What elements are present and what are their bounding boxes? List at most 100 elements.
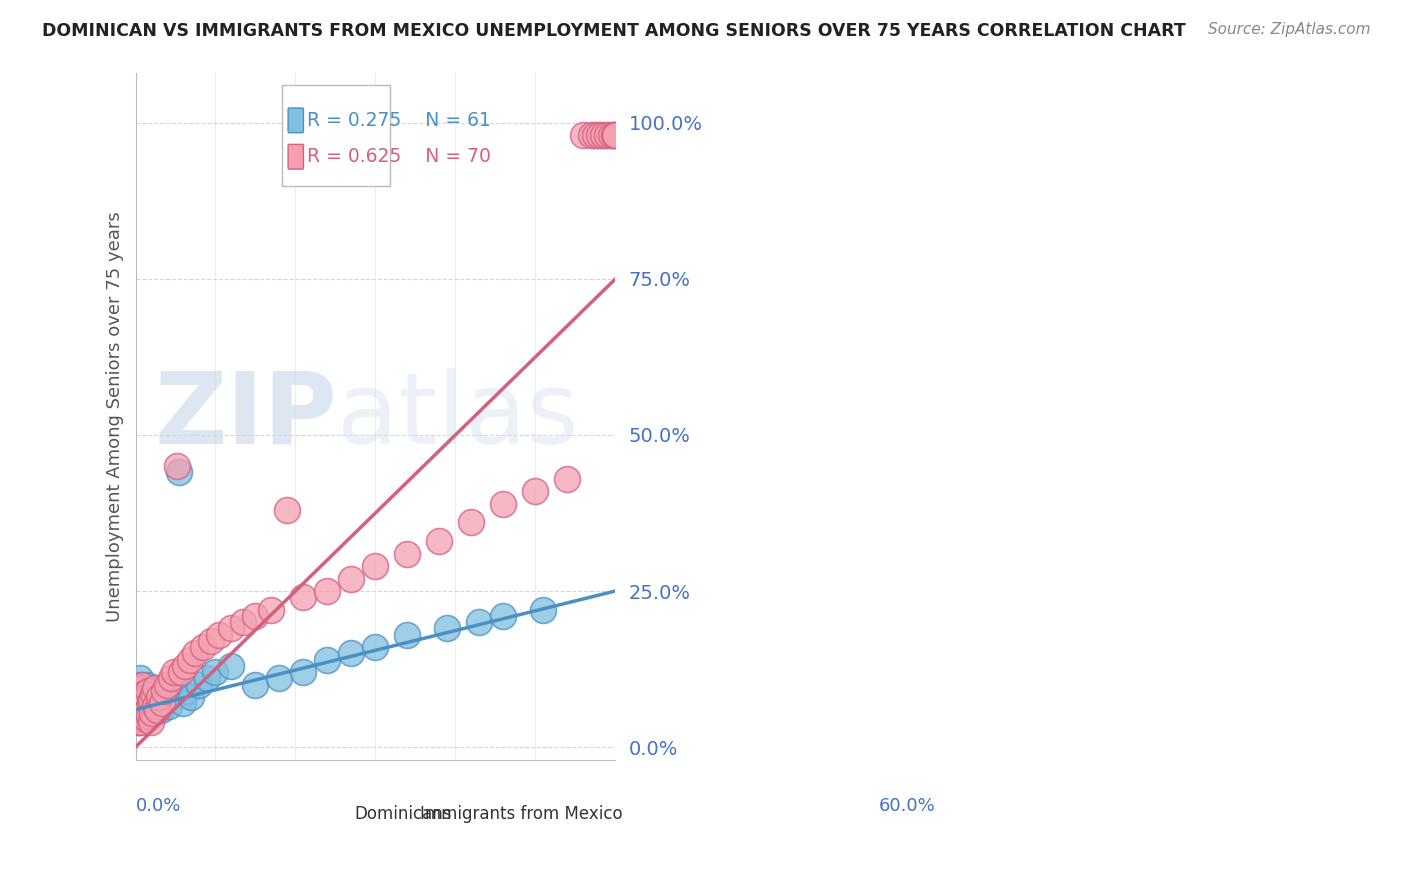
Point xyxy=(180,690,202,705)
Point xyxy=(245,609,267,624)
Text: DOMINICAN VS IMMIGRANTS FROM MEXICO UNEMPLOYMENT AMONG SENIORS OVER 75 YEARS COR: DOMINICAN VS IMMIGRANTS FROM MEXICO UNEM… xyxy=(42,22,1185,40)
Point xyxy=(396,547,419,561)
Point xyxy=(134,706,156,720)
Point xyxy=(292,665,315,680)
Point xyxy=(157,699,180,714)
Point xyxy=(492,497,515,511)
Point xyxy=(163,687,186,701)
Point xyxy=(129,712,152,726)
Point xyxy=(159,672,181,686)
Point xyxy=(163,665,186,680)
Point xyxy=(128,684,150,698)
Point xyxy=(260,603,283,617)
Point xyxy=(581,128,603,143)
Point xyxy=(135,712,157,726)
Point xyxy=(364,640,387,655)
Point xyxy=(127,690,149,705)
Point xyxy=(316,584,339,599)
Point xyxy=(145,681,167,695)
Point xyxy=(156,681,179,695)
Point xyxy=(131,709,153,723)
Point xyxy=(429,534,451,549)
Point xyxy=(460,516,482,530)
Point xyxy=(132,699,155,714)
Point xyxy=(134,693,156,707)
Point xyxy=(131,678,153,692)
Text: Source: ZipAtlas.com: Source: ZipAtlas.com xyxy=(1208,22,1371,37)
Point xyxy=(603,128,626,143)
Point xyxy=(197,672,219,686)
Point xyxy=(138,709,160,723)
Point xyxy=(128,684,150,698)
Point xyxy=(143,699,166,714)
Text: Immigrants from Mexico: Immigrants from Mexico xyxy=(419,805,623,823)
Point xyxy=(131,690,153,705)
Point xyxy=(193,640,215,655)
Point xyxy=(139,703,162,717)
Point xyxy=(136,690,159,705)
Point xyxy=(221,622,243,636)
Point xyxy=(557,472,579,486)
Point xyxy=(142,690,165,705)
Point xyxy=(127,678,149,692)
FancyBboxPatch shape xyxy=(288,145,304,169)
Point xyxy=(340,647,363,661)
Point xyxy=(145,699,167,714)
Point xyxy=(128,697,150,711)
Y-axis label: Unemployment Among Seniors over 75 years: Unemployment Among Seniors over 75 years xyxy=(107,211,124,622)
Point xyxy=(600,128,623,143)
Point xyxy=(127,709,149,723)
Point xyxy=(131,703,153,717)
Point xyxy=(127,715,149,730)
FancyBboxPatch shape xyxy=(340,805,353,825)
Point xyxy=(136,684,159,698)
Point xyxy=(148,687,170,701)
Point xyxy=(155,690,177,705)
Point xyxy=(131,703,153,717)
Point xyxy=(204,665,226,680)
Point xyxy=(129,681,152,695)
Point xyxy=(129,715,152,730)
Point xyxy=(492,609,515,624)
Point xyxy=(340,572,363,586)
Point xyxy=(135,703,157,717)
Text: Dominicans: Dominicans xyxy=(354,805,451,823)
Point xyxy=(188,678,211,692)
Point xyxy=(531,603,554,617)
Point xyxy=(160,678,183,692)
Point xyxy=(588,128,610,143)
Text: R = 0.625    N = 70: R = 0.625 N = 70 xyxy=(307,147,491,166)
Point xyxy=(139,684,162,698)
Point xyxy=(364,559,387,574)
Point xyxy=(127,697,149,711)
Point xyxy=(141,697,163,711)
Point xyxy=(146,703,169,717)
Point xyxy=(468,615,491,630)
Point xyxy=(200,634,222,648)
Point xyxy=(396,628,419,642)
Point xyxy=(572,128,595,143)
Point xyxy=(128,715,150,730)
Point xyxy=(208,628,231,642)
Point xyxy=(134,697,156,711)
Point xyxy=(153,684,176,698)
Point xyxy=(138,687,160,701)
Point xyxy=(174,659,197,673)
Point xyxy=(592,128,614,143)
Text: R = 0.275    N = 61: R = 0.275 N = 61 xyxy=(307,111,491,130)
Point xyxy=(148,690,170,705)
Point xyxy=(134,706,156,720)
Point xyxy=(129,672,152,686)
Point xyxy=(125,703,148,717)
Point xyxy=(605,128,627,143)
Point xyxy=(142,706,165,720)
Point xyxy=(276,503,298,517)
Text: 60.0%: 60.0% xyxy=(879,797,935,815)
Point xyxy=(150,697,173,711)
Point xyxy=(131,687,153,701)
Text: 0.0%: 0.0% xyxy=(135,797,181,815)
Point xyxy=(128,703,150,717)
Point xyxy=(524,484,547,499)
Point xyxy=(436,622,458,636)
Point xyxy=(169,466,191,480)
